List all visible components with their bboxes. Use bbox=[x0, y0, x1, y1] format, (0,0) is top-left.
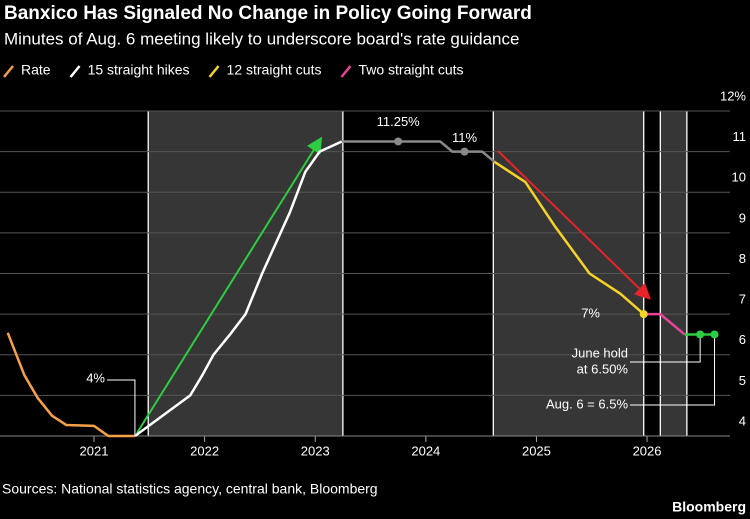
x-tick-label: 2022 bbox=[190, 443, 219, 458]
y-tick-label: 6 bbox=[739, 332, 746, 347]
x-tick-label: 2024 bbox=[411, 443, 440, 458]
brand: Bloomberg bbox=[672, 499, 746, 515]
annotation-marker bbox=[394, 137, 403, 146]
annotation: at 6.50% bbox=[577, 361, 629, 376]
leader-line bbox=[630, 334, 716, 406]
legend-swatch bbox=[208, 65, 220, 78]
legend-item: 12 straight cuts bbox=[208, 62, 322, 78]
y-tick-label: 9 bbox=[739, 210, 746, 225]
legend-item: 15 straight hikes bbox=[69, 62, 190, 78]
trend-arrow bbox=[497, 150, 651, 300]
legend-swatch bbox=[3, 65, 14, 78]
leader-line bbox=[630, 334, 701, 363]
series-line bbox=[134, 140, 343, 438]
y-tick-label: 5 bbox=[739, 373, 746, 388]
legend-label: Rate bbox=[21, 62, 51, 78]
annotation-marker bbox=[639, 310, 648, 319]
annotation: 4% bbox=[86, 370, 105, 385]
legend-label: 15 straight hikes bbox=[88, 62, 190, 78]
annotation: 11% bbox=[452, 130, 477, 145]
chart-subtitle: Minutes of Aug. 6 meeting likely to unde… bbox=[4, 29, 519, 48]
y-tick-label: 8 bbox=[739, 251, 746, 266]
series-line bbox=[341, 140, 496, 163]
series-line bbox=[6, 332, 135, 438]
annotation: June hold bbox=[572, 345, 628, 360]
legend-label: Two straight cuts bbox=[358, 62, 463, 78]
trend-arrow bbox=[136, 136, 323, 434]
y-tick-label: 12% bbox=[720, 88, 746, 103]
x-tick-label: 2023 bbox=[301, 443, 330, 458]
annotation-marker bbox=[696, 330, 705, 339]
y-tick-label: 11 bbox=[733, 129, 747, 144]
x-tick-label: 2025 bbox=[522, 443, 551, 458]
legend-swatch bbox=[340, 65, 352, 78]
annotation: 7% bbox=[581, 305, 600, 320]
series-line bbox=[493, 160, 645, 316]
y-tick-label: 4 bbox=[739, 413, 746, 428]
legend-swatch bbox=[69, 65, 81, 78]
legend-item: Two straight cuts bbox=[340, 62, 464, 78]
annotation: Aug. 6 = 6.5% bbox=[546, 396, 628, 411]
y-tick-label: 7 bbox=[739, 292, 746, 307]
annotation: 11.25% bbox=[377, 114, 421, 129]
source: Sources: National statistics agency, cen… bbox=[2, 481, 378, 497]
x-tick-label: 2021 bbox=[80, 443, 109, 458]
y-tick-label: 10 bbox=[732, 170, 746, 185]
x-tick-label: 2026 bbox=[633, 443, 662, 458]
annotation-marker bbox=[460, 147, 469, 156]
legend-label: 12 straight cuts bbox=[227, 62, 322, 78]
leader-line bbox=[107, 379, 136, 436]
chart-title: Banxico Has Signaled No Change in Policy… bbox=[4, 3, 532, 24]
annotation-marker bbox=[710, 330, 719, 339]
series-line bbox=[643, 312, 686, 336]
legend-item: Rate bbox=[3, 62, 51, 78]
